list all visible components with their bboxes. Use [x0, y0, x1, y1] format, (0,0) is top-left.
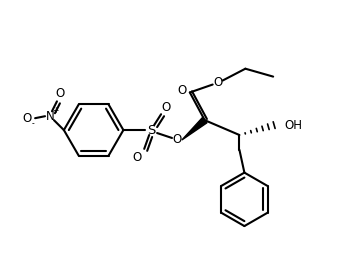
Text: O: O [55, 87, 64, 100]
Text: -: - [32, 120, 34, 129]
Text: O: O [161, 101, 170, 114]
Text: O: O [133, 151, 142, 164]
Text: S: S [147, 123, 155, 137]
Text: O: O [213, 76, 222, 89]
Text: O: O [172, 134, 181, 146]
Polygon shape [182, 118, 207, 140]
Text: O: O [23, 112, 32, 125]
Text: +: + [52, 106, 58, 115]
Text: N: N [46, 110, 54, 123]
Text: O: O [177, 84, 187, 97]
Text: OH: OH [284, 119, 302, 132]
